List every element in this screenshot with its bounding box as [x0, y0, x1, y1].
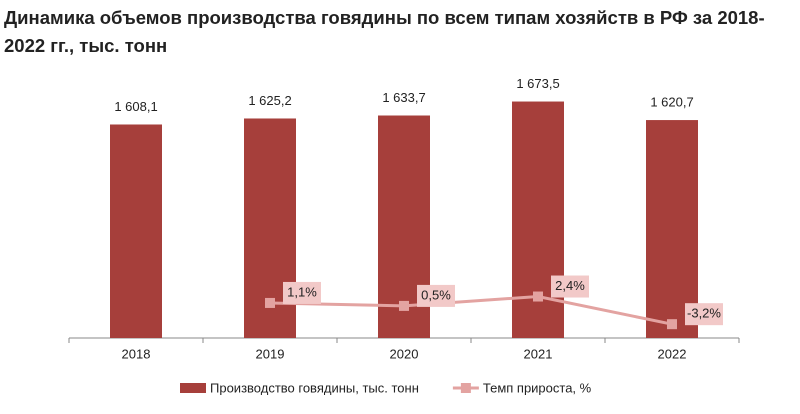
bar	[646, 120, 698, 338]
label-box	[551, 275, 589, 298]
x-tick-label: 2019	[256, 346, 285, 361]
bar	[512, 101, 564, 338]
data-label: 0,5%	[421, 287, 451, 302]
legend-label: Темп прироста, %	[483, 380, 592, 395]
label-box	[417, 284, 455, 307]
x-tick-label: 2018	[122, 346, 151, 361]
chart-title: Динамика объемов производства говядины п…	[4, 7, 765, 56]
marker	[399, 300, 409, 311]
label-box	[283, 281, 321, 304]
data-label: 1 608,1	[114, 99, 157, 114]
x-tick-label: 2021	[524, 346, 553, 361]
data-label: 2,4%	[555, 278, 585, 293]
legend-label: Производство говядины, тыс. тонн	[210, 380, 419, 395]
data-label: 1 625,2	[248, 93, 291, 108]
x-tick-label: 2022	[658, 346, 687, 361]
data-label: 1 633,7	[382, 90, 425, 105]
label-box	[685, 303, 723, 326]
legend-swatch	[180, 383, 206, 393]
bar	[110, 124, 162, 338]
x-tick-label: 2020	[390, 346, 419, 361]
data-label: 1 620,7	[650, 95, 693, 110]
marker	[265, 297, 275, 308]
data-label: -3,2%	[687, 306, 721, 321]
data-label: 1 673,5	[516, 76, 559, 91]
marker	[667, 319, 677, 330]
data-label: 1,1%	[287, 284, 317, 299]
line	[269, 295, 673, 326]
legend-swatch	[460, 383, 471, 393]
marker	[533, 291, 543, 302]
